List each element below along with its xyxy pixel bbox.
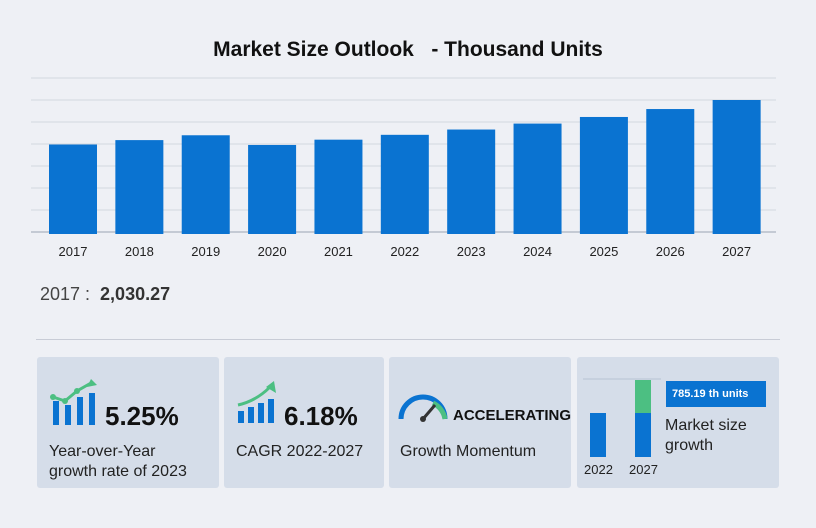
x-tick-label: 2026	[656, 244, 685, 259]
bar-chart: 2017 2018 2019 2020 2021 2022 2023 2024 2025 2026…	[31, 77, 776, 259]
market-size-label-line2: growth	[665, 437, 714, 454]
readout-value: 2,030.27	[100, 284, 171, 304]
chart-title: Market Size Outlook - Thousand Units	[213, 38, 603, 61]
yoy-label-line2: growth rate of 2023	[49, 463, 187, 480]
bar-2019[interactable]	[181, 135, 230, 234]
trend-arrow-icon	[237, 381, 276, 423]
yoy-card: 5.25% Year-over-Year growth rate of 2023	[37, 357, 219, 488]
bar-2021[interactable]	[314, 139, 363, 234]
mini-bar-2027-base	[635, 413, 651, 457]
x-tick-label: 2023	[457, 244, 486, 259]
bar-2027[interactable]	[712, 100, 761, 234]
bar-2020[interactable]	[248, 144, 297, 234]
bar-2017[interactable]	[49, 144, 97, 234]
x-tick-label: 2025	[589, 244, 618, 259]
bar-2025[interactable]	[579, 116, 628, 234]
x-tick-label: 2024	[523, 244, 552, 259]
mini-label-2022: 2022	[584, 462, 613, 477]
growth-chart-icon	[50, 379, 97, 425]
value-readout: 2017 : 2,030.27	[40, 284, 170, 305]
speedometer-icon	[398, 394, 448, 422]
x-tick-label: 2022	[390, 244, 419, 259]
bar-2023[interactable]	[447, 129, 496, 234]
momentum-card: ACCELERATING Growth Momentum	[389, 357, 571, 488]
momentum-value: ACCELERATING	[453, 407, 572, 424]
x-tick-label: 2017	[59, 244, 88, 259]
momentum-label: Growth Momentum	[400, 443, 537, 460]
mini-bar-2022	[590, 413, 606, 457]
cagr-value: 6.18%	[284, 401, 358, 431]
market-size-label-line1: Market size	[665, 417, 747, 434]
divider	[36, 339, 780, 340]
x-tick-label: 2018	[125, 244, 154, 259]
bar-2026[interactable]	[646, 109, 695, 234]
cagr-card: 6.18% CAGR 2022-2027	[224, 357, 384, 488]
bar-2024[interactable]	[513, 123, 562, 234]
yoy-label-line1: Year-over-Year	[49, 443, 156, 460]
bar-2018[interactable]	[115, 140, 164, 234]
mini-bar-2027-growth	[635, 380, 651, 413]
market-growth-mini-chart	[583, 378, 661, 457]
x-tick-label: 2021	[324, 244, 353, 259]
readout-year: 2017 :	[40, 284, 91, 304]
mini-label-2027: 2027	[629, 462, 658, 477]
x-tick-label: 2027	[722, 244, 751, 259]
yoy-value: 5.25%	[105, 401, 179, 431]
x-tick-label: 2019	[191, 244, 220, 259]
growth-value-badge: 785.19 th units	[666, 381, 766, 407]
x-tick-label: 2020	[258, 244, 287, 259]
bar-2022[interactable]	[380, 134, 429, 234]
cagr-label: CAGR 2022-2027	[236, 443, 364, 460]
